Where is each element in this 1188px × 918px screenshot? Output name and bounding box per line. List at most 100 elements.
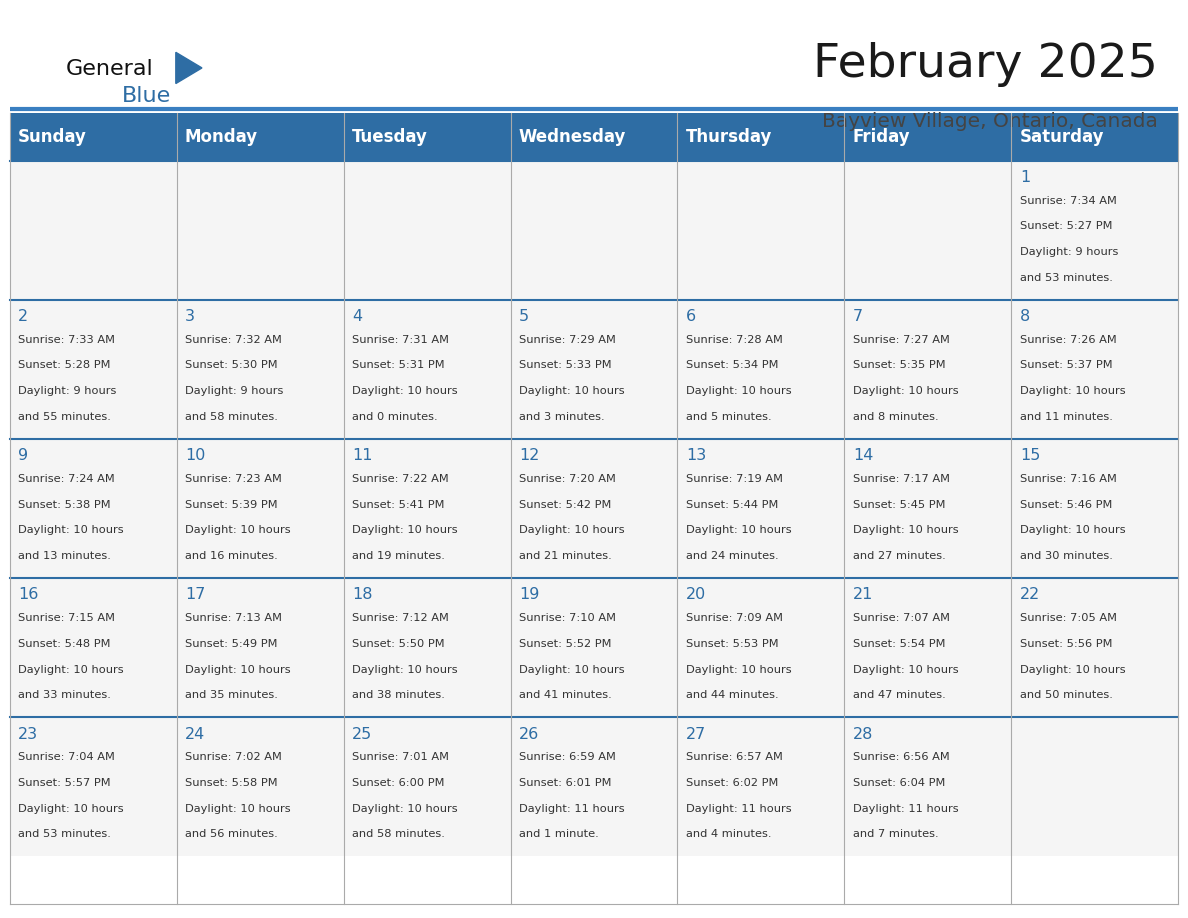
Text: and 3 minutes.: and 3 minutes.	[519, 412, 605, 422]
Text: 24: 24	[185, 726, 206, 742]
Text: Sunset: 5:52 PM: Sunset: 5:52 PM	[519, 639, 612, 649]
Text: Sunset: 6:02 PM: Sunset: 6:02 PM	[685, 778, 778, 788]
Text: Daylight: 10 hours: Daylight: 10 hours	[352, 386, 457, 397]
Text: Sunset: 5:28 PM: Sunset: 5:28 PM	[18, 361, 110, 371]
Text: 18: 18	[352, 588, 372, 602]
Text: Blue: Blue	[122, 86, 171, 106]
Text: Thursday: Thursday	[685, 128, 772, 146]
Text: and 11 minutes.: and 11 minutes.	[1019, 412, 1113, 422]
Text: Daylight: 10 hours: Daylight: 10 hours	[685, 665, 791, 675]
Text: Sunrise: 7:19 AM: Sunrise: 7:19 AM	[685, 474, 783, 484]
Text: and 27 minutes.: and 27 minutes.	[853, 551, 946, 561]
Text: Tuesday: Tuesday	[352, 128, 428, 146]
Text: Sunset: 6:00 PM: Sunset: 6:00 PM	[352, 778, 444, 788]
Bar	[10, 717, 1178, 856]
Text: Sunset: 6:01 PM: Sunset: 6:01 PM	[519, 778, 612, 788]
Bar	[10, 300, 1178, 439]
Text: Sunset: 5:54 PM: Sunset: 5:54 PM	[853, 639, 946, 649]
Text: Sunrise: 7:34 AM: Sunrise: 7:34 AM	[1019, 196, 1117, 206]
Text: and 53 minutes.: and 53 minutes.	[1019, 273, 1113, 283]
Text: and 19 minutes.: and 19 minutes.	[352, 551, 444, 561]
Text: Saturday: Saturday	[1019, 128, 1105, 146]
Text: Daylight: 10 hours: Daylight: 10 hours	[685, 386, 791, 397]
Text: 3: 3	[185, 309, 195, 324]
Text: Daylight: 10 hours: Daylight: 10 hours	[352, 803, 457, 813]
Text: and 13 minutes.: and 13 minutes.	[18, 551, 110, 561]
Text: Sunset: 5:33 PM: Sunset: 5:33 PM	[519, 361, 612, 371]
Text: and 0 minutes.: and 0 minutes.	[352, 412, 437, 422]
Text: Sunset: 5:38 PM: Sunset: 5:38 PM	[18, 499, 110, 509]
Text: Daylight: 10 hours: Daylight: 10 hours	[352, 665, 457, 675]
Text: 23: 23	[18, 726, 38, 742]
Text: 6: 6	[685, 309, 696, 324]
Text: and 24 minutes.: and 24 minutes.	[685, 551, 778, 561]
Text: Sunrise: 6:59 AM: Sunrise: 6:59 AM	[519, 752, 615, 762]
Text: Sunrise: 7:10 AM: Sunrise: 7:10 AM	[519, 613, 615, 623]
Text: Sunrise: 7:29 AM: Sunrise: 7:29 AM	[519, 335, 615, 344]
Text: and 55 minutes.: and 55 minutes.	[18, 412, 110, 422]
Text: Sunset: 5:46 PM: Sunset: 5:46 PM	[1019, 499, 1112, 509]
Text: Daylight: 10 hours: Daylight: 10 hours	[853, 525, 959, 535]
Text: 27: 27	[685, 726, 706, 742]
Text: Sunrise: 7:32 AM: Sunrise: 7:32 AM	[185, 335, 282, 344]
Text: Sunrise: 7:31 AM: Sunrise: 7:31 AM	[352, 335, 449, 344]
Text: General: General	[65, 59, 153, 79]
Text: Sunrise: 7:04 AM: Sunrise: 7:04 AM	[18, 752, 115, 762]
Text: Sunrise: 7:17 AM: Sunrise: 7:17 AM	[853, 474, 950, 484]
Text: Sunrise: 7:24 AM: Sunrise: 7:24 AM	[18, 474, 114, 484]
Text: February 2025: February 2025	[814, 41, 1158, 87]
Text: and 4 minutes.: and 4 minutes.	[685, 830, 771, 839]
Text: Sunset: 5:39 PM: Sunset: 5:39 PM	[185, 499, 278, 509]
Text: Sunrise: 7:07 AM: Sunrise: 7:07 AM	[853, 613, 950, 623]
Text: Sunset: 5:37 PM: Sunset: 5:37 PM	[1019, 361, 1112, 371]
Text: Sunset: 5:49 PM: Sunset: 5:49 PM	[185, 639, 277, 649]
Text: Sunrise: 7:02 AM: Sunrise: 7:02 AM	[185, 752, 282, 762]
Text: 13: 13	[685, 448, 706, 464]
Text: Sunrise: 7:23 AM: Sunrise: 7:23 AM	[185, 474, 282, 484]
Text: Sunrise: 7:22 AM: Sunrise: 7:22 AM	[352, 474, 449, 484]
Text: Sunset: 5:42 PM: Sunset: 5:42 PM	[519, 499, 611, 509]
Text: Sunset: 5:27 PM: Sunset: 5:27 PM	[1019, 221, 1112, 231]
Text: Sunset: 5:56 PM: Sunset: 5:56 PM	[1019, 639, 1112, 649]
Text: Sunrise: 7:15 AM: Sunrise: 7:15 AM	[18, 613, 115, 623]
Text: and 35 minutes.: and 35 minutes.	[185, 690, 278, 700]
Text: 4: 4	[352, 309, 362, 324]
Text: and 58 minutes.: and 58 minutes.	[352, 830, 444, 839]
Text: and 7 minutes.: and 7 minutes.	[853, 830, 939, 839]
Text: 2: 2	[18, 309, 29, 324]
Text: 9: 9	[18, 448, 29, 464]
Text: Sunday: Sunday	[18, 128, 87, 146]
Text: Daylight: 9 hours: Daylight: 9 hours	[18, 386, 116, 397]
Text: Sunset: 6:04 PM: Sunset: 6:04 PM	[853, 778, 946, 788]
Text: Sunrise: 7:12 AM: Sunrise: 7:12 AM	[352, 613, 449, 623]
Text: Sunrise: 6:57 AM: Sunrise: 6:57 AM	[685, 752, 783, 762]
Text: and 41 minutes.: and 41 minutes.	[519, 690, 612, 700]
Text: 10: 10	[185, 448, 206, 464]
Text: 26: 26	[519, 726, 539, 742]
Text: Daylight: 10 hours: Daylight: 10 hours	[185, 665, 290, 675]
Text: 21: 21	[853, 588, 873, 602]
Text: Daylight: 10 hours: Daylight: 10 hours	[352, 525, 457, 535]
Text: and 1 minute.: and 1 minute.	[519, 830, 599, 839]
Text: Daylight: 10 hours: Daylight: 10 hours	[185, 803, 290, 813]
Text: Sunrise: 7:20 AM: Sunrise: 7:20 AM	[519, 474, 615, 484]
Text: 20: 20	[685, 588, 706, 602]
Text: Sunrise: 7:05 AM: Sunrise: 7:05 AM	[1019, 613, 1117, 623]
Text: Sunrise: 7:27 AM: Sunrise: 7:27 AM	[853, 335, 949, 344]
Text: Sunset: 5:45 PM: Sunset: 5:45 PM	[853, 499, 946, 509]
Text: Daylight: 10 hours: Daylight: 10 hours	[1019, 525, 1125, 535]
Text: and 30 minutes.: and 30 minutes.	[1019, 551, 1113, 561]
Text: 15: 15	[1019, 448, 1041, 464]
Text: 8: 8	[1019, 309, 1030, 324]
Text: and 44 minutes.: and 44 minutes.	[685, 690, 778, 700]
Bar	[10, 161, 1178, 300]
Text: 19: 19	[519, 588, 539, 602]
Text: Sunset: 5:44 PM: Sunset: 5:44 PM	[685, 499, 778, 509]
Text: 14: 14	[853, 448, 873, 464]
Text: Sunrise: 7:28 AM: Sunrise: 7:28 AM	[685, 335, 783, 344]
Text: and 56 minutes.: and 56 minutes.	[185, 830, 278, 839]
Text: Sunset: 5:50 PM: Sunset: 5:50 PM	[352, 639, 444, 649]
Text: Daylight: 10 hours: Daylight: 10 hours	[853, 386, 959, 397]
Text: and 58 minutes.: and 58 minutes.	[185, 412, 278, 422]
Text: Sunrise: 7:26 AM: Sunrise: 7:26 AM	[1019, 335, 1117, 344]
